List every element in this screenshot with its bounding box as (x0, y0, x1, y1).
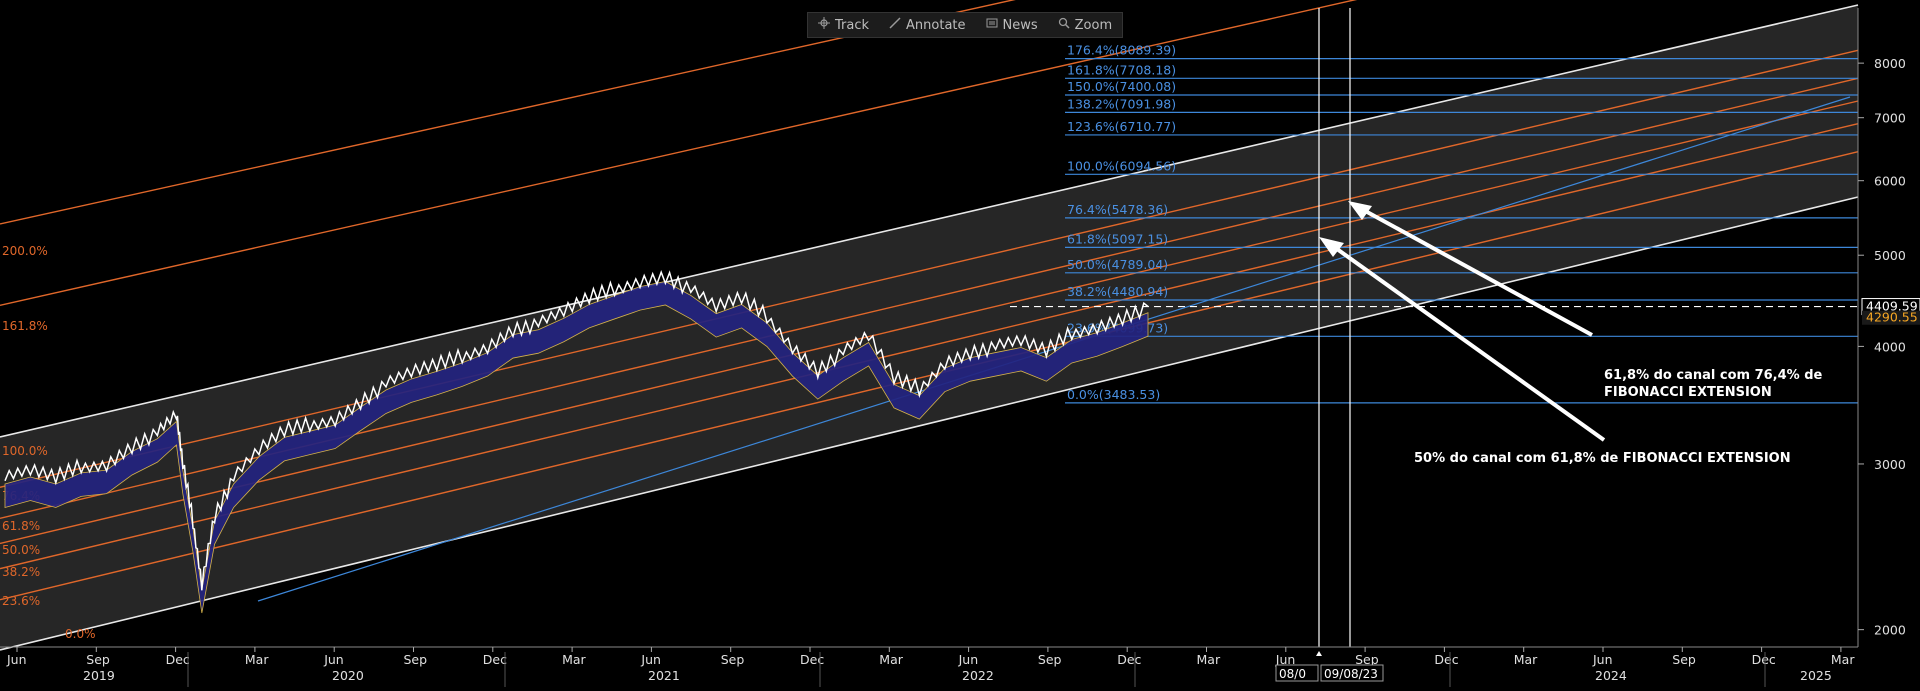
cloud-price-tag (1862, 310, 1920, 325)
channel-level-label: 50.0% (2, 543, 40, 557)
zoom-button[interactable]: Zoom (1048, 13, 1122, 37)
time-axis-year-label: 2019 (83, 668, 115, 683)
price-axis-tick-label: 3000 (1874, 457, 1906, 472)
time-axis-month-label: Dec (1434, 652, 1458, 667)
magnifier-icon (1058, 17, 1070, 33)
price-axis-tick-label: 8000 (1874, 56, 1906, 71)
channel-line-1 (0, 0, 1358, 307)
fib-level-label: 161.8%(7708.18) (1067, 62, 1176, 77)
annotation-text: FIBONACCI EXTENSION (1604, 385, 1772, 400)
time-axis-month-label: Mar (562, 652, 586, 667)
channel-fill (0, 5, 1858, 650)
price-axis-tick-label: 7000 (1874, 111, 1906, 126)
channel-level-label: 100.0% (2, 444, 48, 458)
arrow-1-head (1348, 201, 1372, 220)
channel-level-label: 0.0% (65, 627, 96, 641)
chart-toolbar: Track Annotate News Zoom (807, 12, 1124, 38)
price-axis-tick-label: 6000 (1874, 174, 1906, 189)
pencil-icon (889, 17, 901, 33)
news-button[interactable]: News (976, 13, 1048, 37)
fib-level-label: 76.4%(5478.36) (1067, 202, 1168, 217)
price-axis-tick-label: 5000 (1874, 248, 1906, 263)
price-axis-tick-label: 2000 (1874, 623, 1906, 638)
arrow-1-shaft (1357, 205, 1593, 337)
time-axis-month-label: Jun (640, 652, 661, 667)
time-axis-year-label: 2024 (1595, 668, 1627, 683)
channel-level-label: 61.8% (2, 519, 40, 533)
fib-level-label: 61.8%(5097.15) (1067, 231, 1168, 246)
fib-level-label: 0.0%(3483.53) (1067, 387, 1160, 402)
price-line (4, 270, 1149, 591)
annotation-text: 50% do canal com 61,8% de FIBONACCI EXTE… (1414, 451, 1791, 466)
fib-level-label: 100.0%(6094.56) (1067, 158, 1176, 173)
time-axis-month-label: Sep (1355, 652, 1379, 667)
channel-upper-border (0, 4, 1859, 438)
cursor-date-label: 09/08/23 (1324, 667, 1378, 681)
fib-level-label: 150.0%(7400.08) (1067, 79, 1176, 94)
fib-level-label: 38.2%(4480.94) (1067, 284, 1168, 299)
time-axis-month-label: Mar (1831, 652, 1855, 667)
time-axis-month-label: Jun (1275, 652, 1296, 667)
fib-level-label: 123.6%(6710.77) (1067, 119, 1176, 134)
time-axis-month-label: Mar (245, 652, 269, 667)
time-axis-month-label: Dec (1752, 652, 1776, 667)
time-axis-year-label: 2020 (332, 668, 364, 683)
last-price-tag-label: 4409.59 (1866, 299, 1918, 314)
time-axis-month-label: Mar (879, 652, 903, 667)
price-axis-tick-label: 4000 (1874, 339, 1906, 354)
time-axis-month-label: Mar (1514, 652, 1538, 667)
fib-level-label: 176.4%(8089.39) (1067, 43, 1176, 58)
time-axis-year-label: 2022 (962, 668, 994, 683)
cursor-date-label: 08/0 (1279, 667, 1306, 681)
crosshair-icon (818, 17, 830, 33)
time-axis-month-label: Mar (1197, 652, 1221, 667)
time-axis-month-label: Sep (721, 652, 745, 667)
time-axis-month-label: Sep (86, 652, 110, 667)
time-axis-month-label: Jun (323, 652, 344, 667)
time-axis-month-label: Sep (404, 652, 428, 667)
channel-line-5 (0, 100, 1859, 545)
cloud-price-tag-label: 4290.55 (1866, 310, 1918, 325)
channel-level-label: 200.0% (2, 244, 48, 258)
time-axis-month-label: Jun (6, 652, 27, 667)
time-axis-month-label: Sep (1672, 652, 1696, 667)
time-axis-month-label: Dec (483, 652, 507, 667)
channel-line-7 (0, 151, 1859, 601)
zoom-label: Zoom (1074, 17, 1113, 33)
channel-level-label: 23.6% (2, 594, 40, 608)
time-axis-month-label: Sep (1038, 652, 1062, 667)
time-axis-month-label: Dec (1117, 652, 1141, 667)
annotate-label: Annotate (906, 17, 966, 33)
time-axis-month-label: Dec (800, 652, 824, 667)
cursor-date-tag-2 (1320, 664, 1384, 682)
track-button[interactable]: Track (808, 13, 879, 37)
track-label: Track (835, 17, 870, 33)
annotation-text: 61,8% do canal com 76,4% de (1604, 368, 1823, 383)
channel-level-label: 161.8% (2, 319, 48, 333)
time-axis-month-label: Dec (166, 652, 190, 667)
cursor-marker (1316, 651, 1322, 656)
annotate-button[interactable]: Annotate (879, 13, 975, 37)
fib-level-label: 138.2%(7091.98) (1067, 96, 1176, 111)
channel-line-6 (0, 122, 1859, 570)
fib-extension-group: 176.4%(8089.39) 161.8%(7708.18) 150.0%(740… (1065, 43, 1858, 404)
time-axis-year-label: 2025 (1800, 668, 1832, 683)
annotation-arrows (1319, 201, 1606, 442)
arrow-2-head (1319, 237, 1344, 257)
channel-level-label: 38.2% (2, 565, 40, 579)
channel-line-3 (0, 49, 1859, 488)
time-axis-year-label: 2021 (648, 668, 680, 683)
cursor-date-tag-1 (1275, 664, 1319, 682)
fib-level-label: 50.0%(4789.04) (1067, 257, 1168, 272)
time-axis-month-label: Jun (1592, 652, 1613, 667)
time-axis-month-label: Jun (958, 652, 979, 667)
news-label: News (1002, 17, 1038, 33)
arrow-2-shaft (1328, 242, 1606, 442)
news-icon (986, 17, 998, 33)
